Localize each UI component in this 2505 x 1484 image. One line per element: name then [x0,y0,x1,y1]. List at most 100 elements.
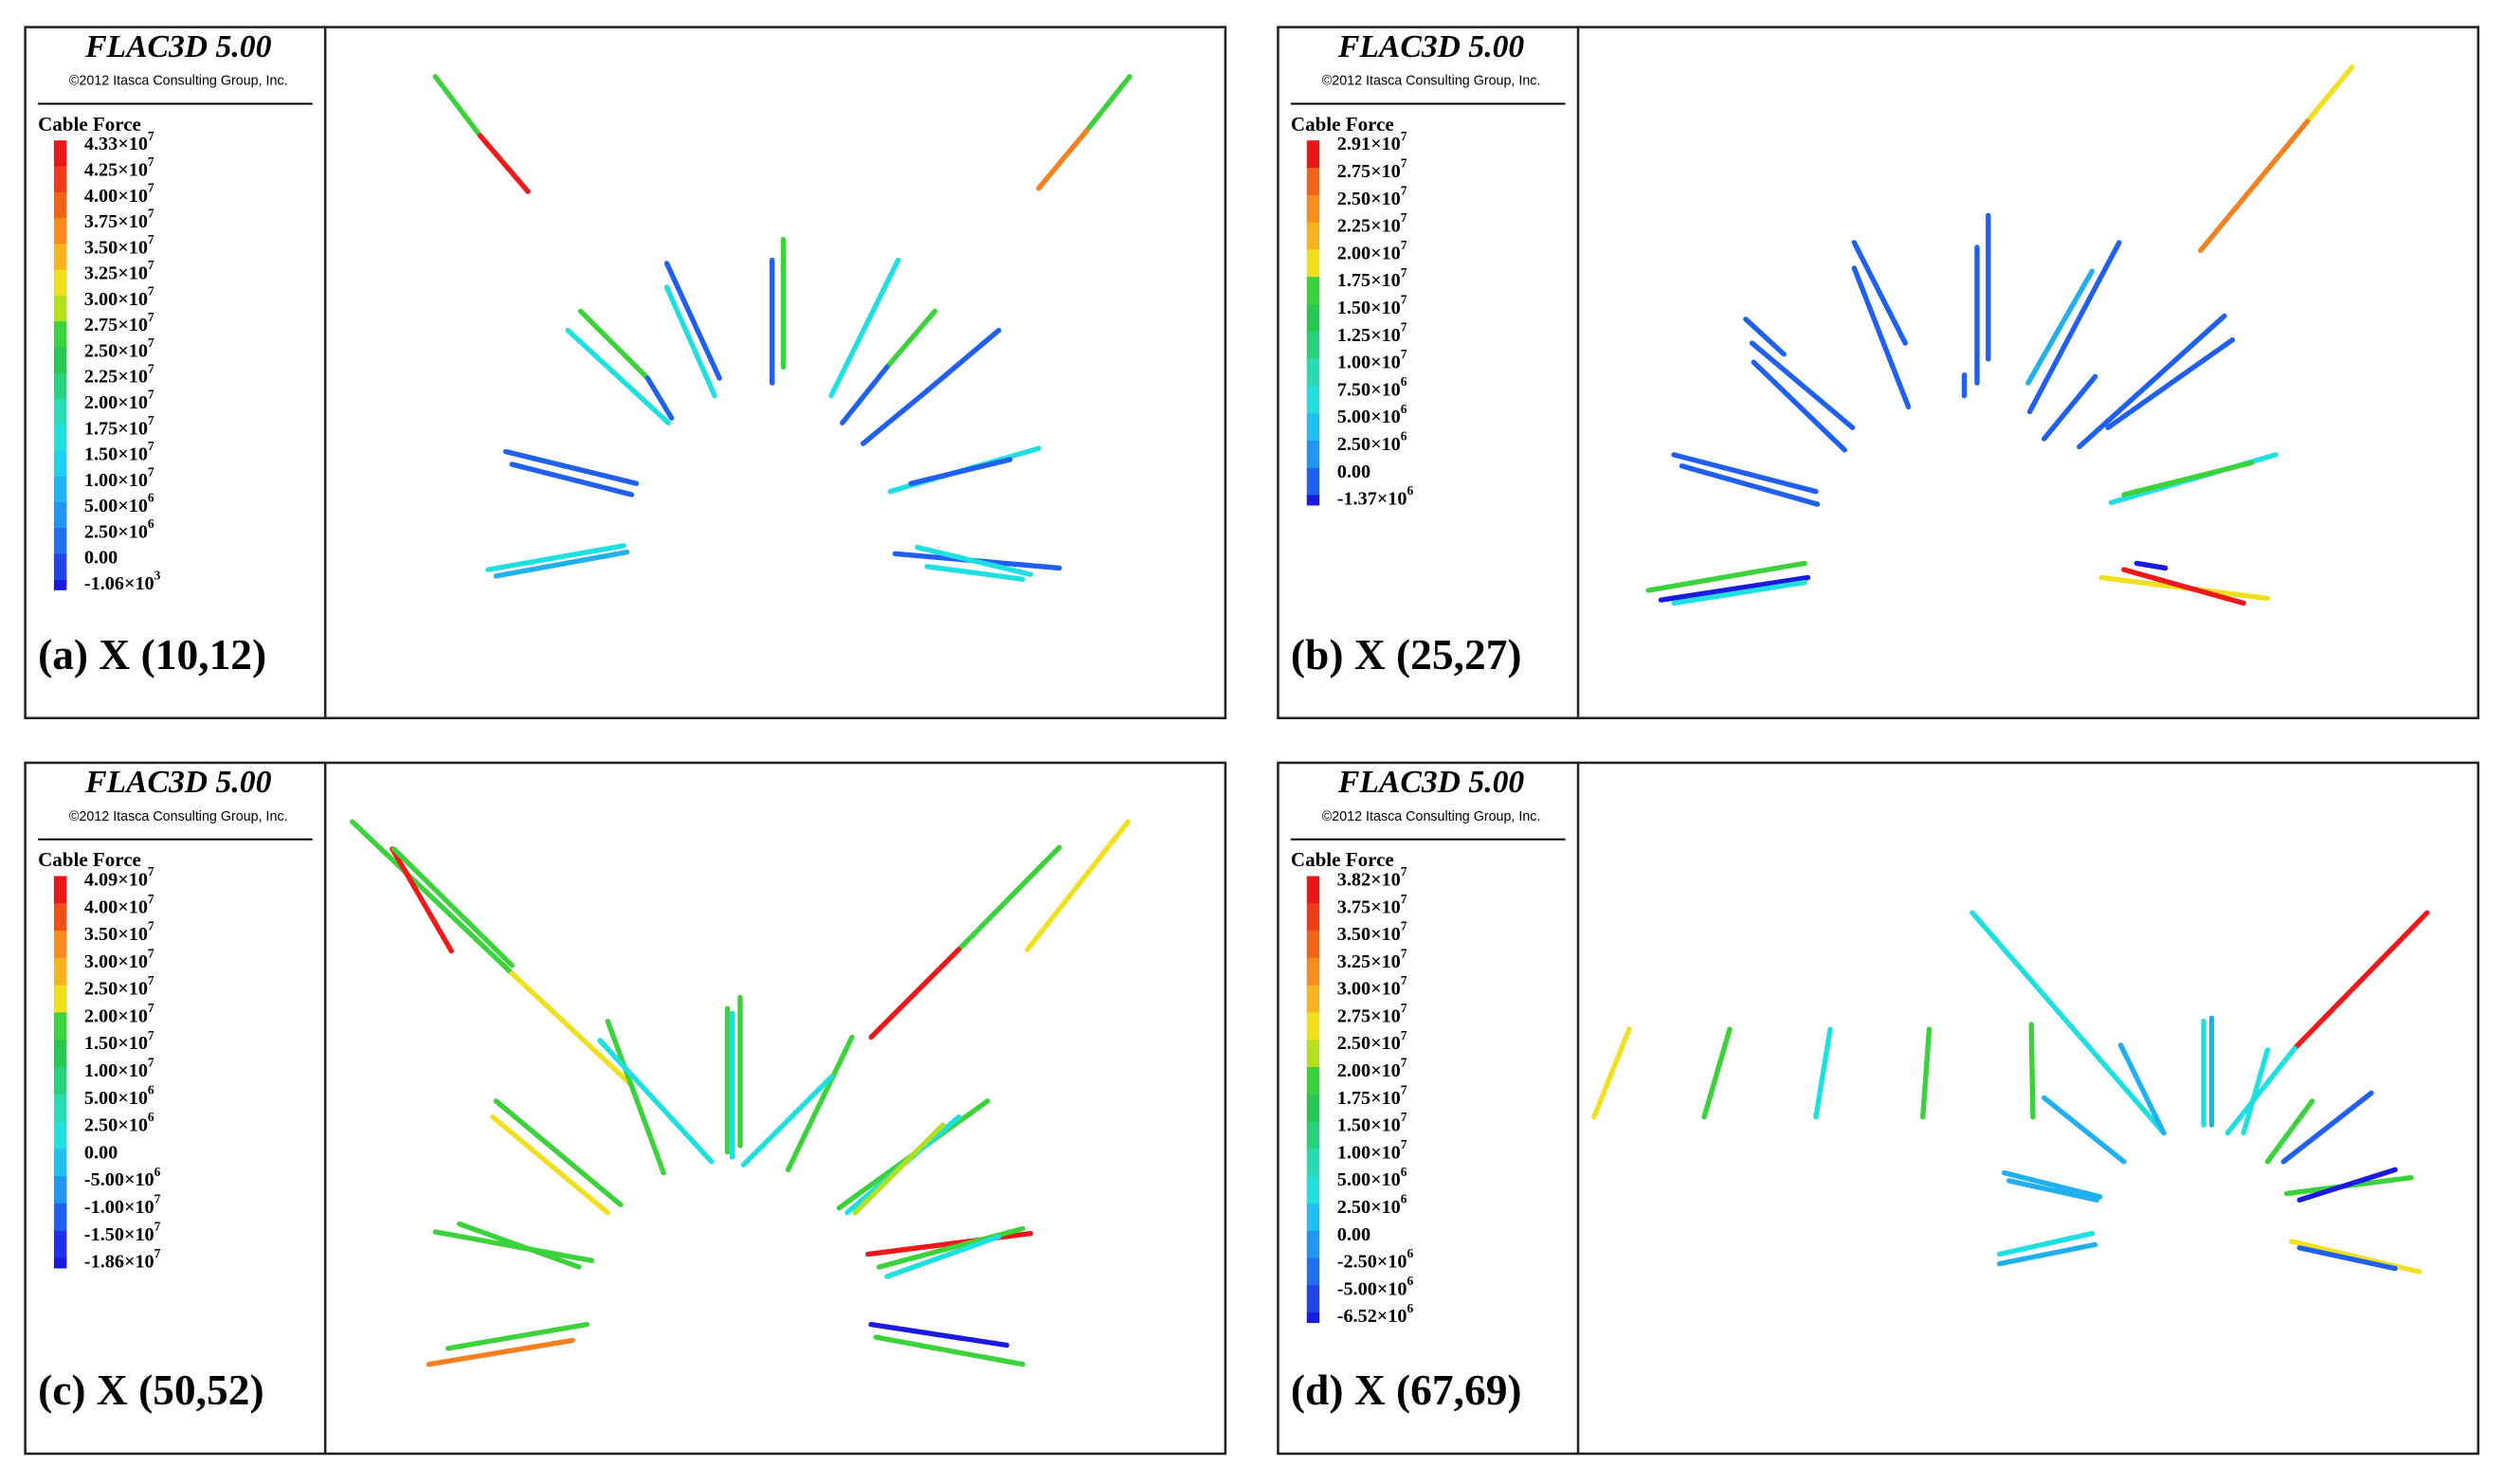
legend-label: 3.50×107 [1337,919,1407,945]
color-swatch [1306,1312,1320,1324]
legend-label-text: 2.00×10 [1337,243,1401,263]
legend-label-exponent: 7 [1401,1137,1407,1151]
legend-label: 1.75×107 [84,413,154,439]
color-swatch [53,579,67,590]
cable [1996,1230,2095,1258]
cable [1671,579,1807,606]
cable [2241,1047,2271,1136]
legend-label-text: -2.50×10 [1337,1251,1407,1272]
color-swatch [53,425,67,452]
legend-label: 2.25×107 [1337,210,1407,236]
cable [1743,317,1787,357]
legend-label: 1.00×107 [1337,1137,1407,1163]
color-swatch [1306,1121,1320,1150]
color-swatch [1306,413,1320,442]
color-swatch [53,372,67,400]
cable [2264,1098,2315,1165]
color-swatch [1306,140,1320,169]
software-title: FLAC3D 5.00 [1337,29,1525,64]
cable [1025,819,1131,952]
color-swatch [53,1230,67,1259]
legend-label: 0.00 [1337,1223,1370,1244]
legend-label-text: -5.00×10 [1337,1278,1407,1299]
cable [1658,574,1811,603]
panel-frame [24,761,1227,1456]
legend-label-text: 2.50×10 [1337,434,1401,455]
color-swatch [53,321,67,349]
legend-label-text: 5.00×10 [84,1087,148,1108]
color-swatch [1306,985,1320,1014]
cable [868,1321,1009,1348]
legend-label-text: 2.00×10 [84,392,148,413]
legend-label-text: 3.50×10 [1337,924,1401,945]
legend-label-text: -1.86×10 [84,1251,154,1272]
legend-label-exponent: 7 [148,973,154,987]
legend-label-exponent: 7 [148,129,154,143]
color-swatch [1306,1012,1320,1041]
legend-label: 2.50×106 [1337,429,1407,455]
color-swatch [53,985,67,1014]
legend-label-exponent: 6 [1401,1192,1407,1206]
legend-label-exponent: 7 [148,154,154,169]
legend-label-exponent: 7 [148,864,154,878]
color-swatch [1306,303,1320,333]
legend-label: 1.50×107 [84,1028,154,1054]
legend-label-text: -1.06×10 [84,573,154,594]
legend-label-exponent: 7 [148,284,154,299]
cable [2025,268,2095,386]
legend-label: 4.00×107 [84,180,154,206]
color-swatch [53,166,67,193]
copyright: ©2012 Itasca Consulting Group, Inc. [69,74,288,89]
cable [1083,74,1133,134]
cable [2028,1022,2036,1120]
legend-label-text: 2.75×10 [1337,1005,1401,1026]
color-swatch [53,295,67,322]
legend-label-exponent: 7 [1401,864,1407,878]
panel: FLAC3D 5.00 ©2012 Itasca Consulting Group… [24,761,1227,1456]
legend-label: 3.00×107 [84,947,154,972]
legend-label-exponent: 7 [1401,183,1407,197]
legend-label-exponent: 6 [1401,429,1407,443]
cable [390,846,454,954]
cable [864,1230,1034,1258]
legend-label: 2.00×107 [84,388,154,413]
cable [509,970,635,1088]
cable [390,846,515,968]
cable [1671,452,1819,495]
color-swatch [53,244,67,271]
software-title: FLAC3D 5.00 [84,29,272,64]
panel: FLAC3D 5.00 ©2012 Itasca Consulting Group… [1277,26,2479,720]
cable [1920,1026,1933,1120]
legend-label-exponent: 7 [1401,293,1407,307]
legend-label-exponent: 7 [148,207,154,221]
legend-label-exponent: 7 [1401,129,1407,143]
legend-label: 3.50×107 [84,232,154,258]
legend-title: Cable Force [1291,848,1394,871]
legend-label: 0.00 [84,1142,118,1163]
cable [2292,910,2430,1051]
cable [2077,313,2227,450]
legend-label-text: 2.25×10 [1337,215,1401,236]
legend-label-text: 4.09×10 [84,869,148,890]
legend-label-text: 4.00×10 [84,896,148,917]
legend-label: 5.00×106 [1337,1165,1407,1190]
color-swatch [53,140,67,168]
panel-frame [1277,761,2479,1456]
color-swatch [53,1203,67,1232]
legend-label: 2.25×107 [84,361,154,387]
legend-label: -1.86×107 [84,1246,161,1272]
legend-label-exponent: 7 [1401,919,1407,933]
legend-label-text: 1.00×10 [1337,352,1401,372]
legend-label: -6.52×106 [1337,1301,1414,1327]
legend-label: 1.50×107 [1337,1110,1407,1135]
legend-label: 2.50×106 [84,1110,154,1135]
cable [2001,1169,2103,1200]
legend-label: 0.00 [1337,461,1370,481]
legend-label-exponent: 7 [148,892,154,906]
color-swatch [53,876,67,905]
cable [493,1098,624,1208]
legend-label: 1.00×107 [1337,347,1407,372]
cable [2133,560,2169,571]
legend-label: 4.09×107 [84,864,154,890]
legend-label-text: 5.00×10 [1337,407,1401,427]
